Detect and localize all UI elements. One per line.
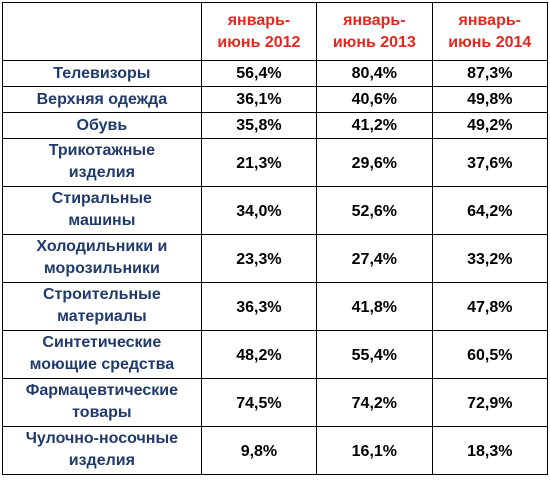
row-label: Телевизоры xyxy=(2,60,202,87)
table-row: Фармацевтические товары 74,5% 74,2% 72,9% xyxy=(2,378,549,427)
table-row: Стиральные машины 34,0% 52,6% 64,2% xyxy=(2,186,549,235)
row-label: Строительные материалы xyxy=(2,282,202,331)
cell-value: 60,5% xyxy=(431,330,549,379)
cell-value: 49,8% xyxy=(431,86,549,113)
comparison-table: январь-июнь 2012 январь-июнь 2013 январь… xyxy=(2,2,549,475)
table-row: Телевизоры 56,4% 80,4% 87,3% xyxy=(2,60,549,87)
cell-value: 18,3% xyxy=(431,426,549,475)
row-label: Верхняя одежда xyxy=(2,86,202,113)
cell-value: 49,2% xyxy=(431,112,549,139)
cell-value: 21,3% xyxy=(200,138,318,187)
cell-value: 47,8% xyxy=(431,282,549,331)
table-row: Строительные материалы 36,3% 41,8% 47,8% xyxy=(2,282,549,331)
row-label: Холодильники и морозильники xyxy=(2,234,202,283)
cell-value: 33,2% xyxy=(431,234,549,283)
table-row: Верхняя одежда 36,1% 40,6% 49,8% xyxy=(2,86,549,113)
cell-value: 36,1% xyxy=(200,86,318,113)
cell-value: 41,8% xyxy=(316,282,433,331)
cell-value: 72,9% xyxy=(431,378,549,427)
table-row: Чулочно-носочные изделия 9,8% 16,1% 18,3% xyxy=(2,426,549,475)
table-row: Трикотажные изделия 21,3% 29,6% 37,6% xyxy=(2,138,549,187)
cell-value: 36,3% xyxy=(200,282,318,331)
cell-value: 52,6% xyxy=(316,186,433,235)
corner-cell xyxy=(2,2,202,61)
cell-value: 40,6% xyxy=(316,86,433,113)
cell-value: 9,8% xyxy=(200,426,318,475)
row-label: Стиральные машины xyxy=(2,186,202,235)
column-header-2013: январь-июнь 2013 xyxy=(316,2,433,61)
row-label: Чулочно-носочные изделия xyxy=(2,426,202,475)
column-header-2014: январь-июнь 2014 xyxy=(431,2,549,61)
row-label: Синтетические моющие средства xyxy=(2,330,202,379)
row-label: Обувь xyxy=(2,112,202,139)
cell-value: 35,8% xyxy=(200,112,318,139)
cell-value: 74,2% xyxy=(316,378,433,427)
cell-value: 64,2% xyxy=(431,186,549,235)
cell-value: 55,4% xyxy=(316,330,433,379)
cell-value: 56,4% xyxy=(200,60,318,87)
column-header-2012: январь-июнь 2012 xyxy=(200,2,318,61)
cell-value: 87,3% xyxy=(431,60,549,87)
row-label: Фармацевтические товары xyxy=(2,378,202,427)
cell-value: 48,2% xyxy=(200,330,318,379)
cell-value: 27,4% xyxy=(316,234,433,283)
cell-value: 34,0% xyxy=(200,186,318,235)
header-row: январь-июнь 2012 январь-июнь 2013 январь… xyxy=(2,2,549,61)
table-row: Холодильники и морозильники 23,3% 27,4% 3… xyxy=(2,234,549,283)
cell-value: 23,3% xyxy=(200,234,318,283)
cell-value: 74,5% xyxy=(200,378,318,427)
cell-value: 80,4% xyxy=(316,60,433,87)
cell-value: 29,6% xyxy=(316,138,433,187)
table-row: Синтетические моющие средства 48,2% 55,4%… xyxy=(2,330,549,379)
cell-value: 37,6% xyxy=(431,138,549,187)
cell-value: 16,1% xyxy=(316,426,433,475)
cell-value: 41,2% xyxy=(316,112,433,139)
row-label: Трикотажные изделия xyxy=(2,138,202,187)
table-row: Обувь 35,8% 41,2% 49,2% xyxy=(2,112,549,139)
